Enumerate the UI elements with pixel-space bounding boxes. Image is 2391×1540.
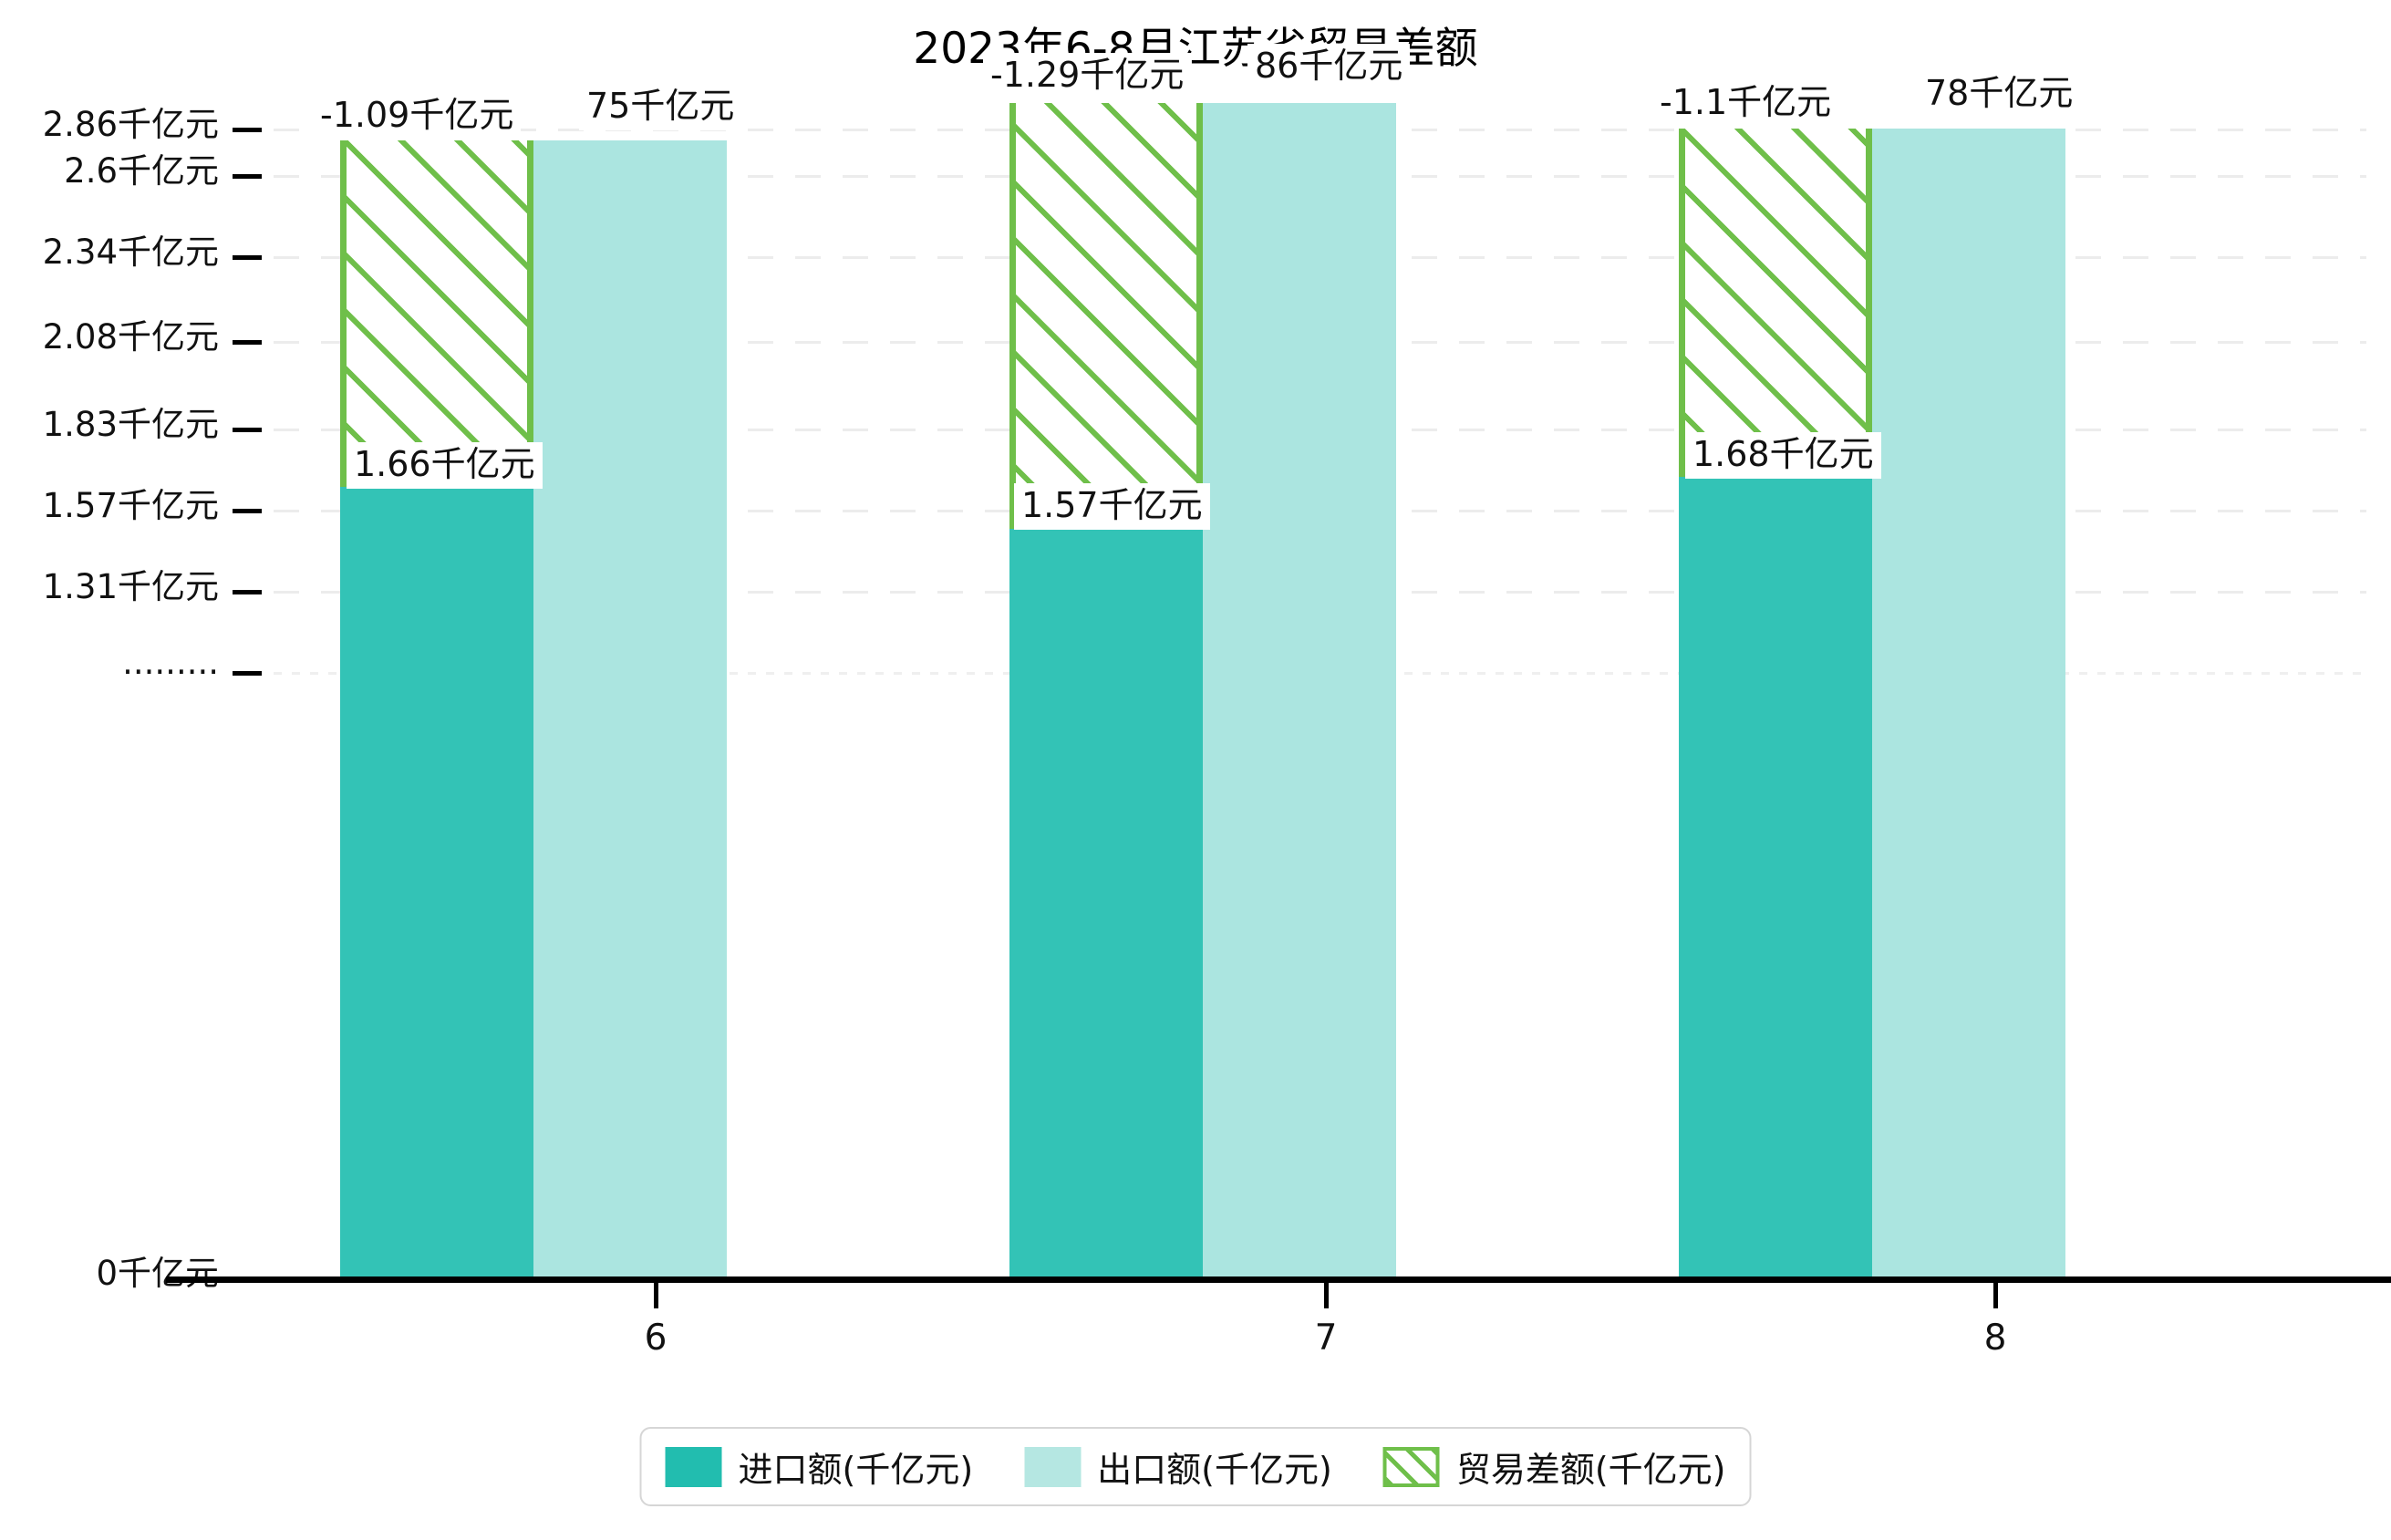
x-axis-label-6: 6 (644, 1318, 668, 1359)
bar-export-6[interactable] (533, 140, 727, 1276)
value-label-difference-6: -1.09千亿元 (313, 93, 522, 140)
value-label-difference-8: -1.1千亿元 (1652, 80, 1839, 127)
y-axis-label-3: 2.08千亿元 (42, 317, 219, 357)
y-axis-label-1: 2.6千亿元 (64, 151, 219, 191)
y-axis-label-0: 2.86千亿元 (42, 105, 219, 144)
bar-import-7[interactable] (1009, 529, 1203, 1276)
y-tick-mark (233, 255, 262, 260)
value-label-difference-7: -1.29千亿元 (983, 53, 1192, 99)
value-label-export-7: 86千亿元 (1247, 44, 1411, 90)
bar-difference-7[interactable] (1009, 103, 1203, 529)
value-label-export-8: 78千亿元 (1918, 71, 2081, 118)
y-tick-mark (233, 128, 262, 132)
x-axis-label-8: 8 (1983, 1318, 2007, 1359)
legend-item-import[interactable]: 进口额(千亿元) (665, 1442, 974, 1492)
import-swatch-icon (665, 1446, 722, 1487)
value-label-import-8: 1.68千亿元 (1685, 432, 1881, 479)
legend-item-export[interactable]: 出口额(千亿元) (1024, 1442, 1332, 1492)
bar-export-7[interactable] (1203, 103, 1396, 1276)
x-tick-mark-6 (654, 1283, 658, 1308)
value-label-import-6: 1.66千亿元 (347, 442, 543, 489)
y-tick-mark (233, 174, 262, 179)
bar-export-8[interactable] (1872, 129, 2065, 1276)
y-tick-mark (233, 590, 262, 594)
x-axis-label-7: 7 (1314, 1318, 1338, 1359)
page-title: 2023年6-8月江苏省贸易差额 (913, 24, 1478, 74)
difference-swatch-icon (1382, 1446, 1440, 1487)
bar-difference-6[interactable] (340, 140, 533, 487)
y-tick-mark (233, 428, 262, 432)
plot-area: 2.86千亿元 2.6千亿元 2.34千亿元 2.08千亿元 1.83千亿元 1… (43, 44, 2391, 1359)
legend: 进口额(千亿元) 出口额(千亿元) 贸易差额(千亿元) (639, 1427, 1752, 1506)
y-tick-mark (233, 509, 262, 513)
y-axis-label-break: ......... (122, 643, 219, 682)
legend-label-difference: 贸易差额(千亿元) (1455, 1450, 1726, 1490)
export-swatch-icon (1024, 1446, 1082, 1487)
bar-difference-8[interactable] (1679, 129, 1872, 477)
legend-label-import: 进口额(千亿元) (738, 1450, 974, 1490)
bar-import-8[interactable] (1679, 477, 1872, 1276)
y-tick-mark (233, 671, 262, 676)
x-tick-mark-8 (1993, 1283, 1998, 1308)
y-tick-mark (233, 340, 262, 345)
legend-label-export: 出口额(千亿元) (1097, 1450, 1332, 1490)
legend-item-difference[interactable]: 贸易差额(千亿元) (1382, 1442, 1726, 1492)
value-label-export-6: 75千亿元 (579, 84, 742, 130)
y-axis-label-5: 1.57千亿元 (42, 486, 219, 525)
bar-import-6[interactable] (340, 487, 533, 1276)
y-axis-label-4: 1.83千亿元 (42, 405, 219, 444)
x-axis-line (166, 1276, 2391, 1283)
y-axis-label-2: 2.34千亿元 (42, 233, 219, 272)
y-axis-label-8: 0千亿元 (96, 1254, 219, 1293)
x-tick-mark-7 (1324, 1283, 1329, 1308)
y-axis-label-6: 1.31千亿元 (42, 567, 219, 606)
value-label-import-7: 1.57千亿元 (1014, 483, 1210, 530)
